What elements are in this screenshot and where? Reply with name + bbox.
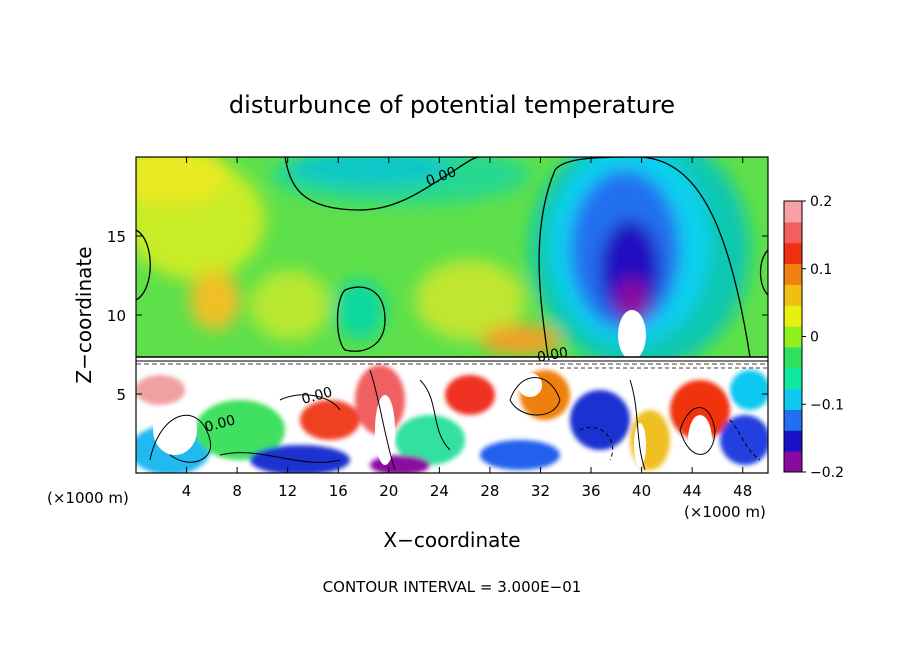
x-tick-label: 48 <box>733 482 752 500</box>
x-axis-label: X−coordinate <box>383 528 520 552</box>
contour-interval-note: CONTOUR INTERVAL = 3.000E−01 <box>323 578 582 596</box>
cool-anomaly-mid <box>335 280 385 340</box>
contour-line-left <box>136 229 151 301</box>
turb-white <box>153 405 197 455</box>
x-tick-label: 24 <box>430 482 449 500</box>
cool-anomaly-top-core <box>290 157 450 186</box>
colorbar-swatch <box>784 451 802 473</box>
x-tick-label: 16 <box>329 482 348 500</box>
colorbar-swatch <box>784 409 802 431</box>
warm-anomaly-low <box>480 325 560 355</box>
inversion-layer <box>136 356 768 369</box>
turb-blob <box>670 380 730 440</box>
contour-line-right <box>759 249 768 296</box>
colorbar-tick-label: 0.2 <box>810 194 832 210</box>
x-unit-left: (×1000 m) <box>47 489 129 507</box>
colorbar-swatch <box>784 201 802 223</box>
x-axis: 4 8 12 16 20 24 28 32 36 40 44 48 <box>182 157 752 500</box>
turb-blob <box>445 375 495 415</box>
contour-label: 0.00 <box>300 384 334 408</box>
contour-line-mid <box>336 286 386 352</box>
heatmap-lower-field <box>136 357 768 473</box>
x-tick-label: 36 <box>581 482 600 500</box>
turb-white <box>518 373 542 397</box>
x-tick-label: 32 <box>531 482 550 500</box>
chart-title: disturbunce of potential temperature <box>229 91 675 119</box>
warm-anomaly-upper-left <box>136 157 230 205</box>
turb-white <box>688 415 712 465</box>
turb-blob <box>395 415 465 465</box>
y-axis: 5 10 15 <box>107 228 768 404</box>
colorbar-swatch <box>784 430 802 452</box>
colorbar-tick-label: 0.1 <box>810 262 832 278</box>
turb-blob <box>300 400 360 440</box>
contour-label: 0.00 <box>203 412 237 436</box>
turb-blob <box>720 415 768 465</box>
y-tick-label: 15 <box>107 228 126 246</box>
colorbar-swatch <box>784 284 802 306</box>
colorbar-swatch <box>784 388 802 410</box>
colorbar-tick-label: −0.2 <box>810 465 844 481</box>
colorbar-swatch <box>784 367 802 390</box>
warm-anomaly-mid <box>190 270 240 330</box>
colorbar: 0.2 0.1 0 −0.1 −0.2 <box>783 194 844 481</box>
x-tick-label: 8 <box>232 482 242 500</box>
contour-label: 0.00 <box>536 345 569 366</box>
contour-line-top <box>284 157 481 211</box>
colorbar-tick-label: 0 <box>810 330 819 346</box>
colorbar-swatch <box>784 221 802 244</box>
x-tick-label: 4 <box>182 482 192 500</box>
colorbar-tick-label: −0.1 <box>810 397 844 413</box>
cool-region-core <box>616 278 648 322</box>
y-axis-label: Z−coordinate <box>72 246 96 383</box>
warm-anomaly-right <box>250 270 330 340</box>
turb-blob <box>570 390 630 450</box>
x-unit-right: (×1000 m) <box>684 503 766 521</box>
x-tick-label: 28 <box>480 482 499 500</box>
colorbar-swatch <box>784 242 802 265</box>
colorbar-swatch <box>784 305 802 327</box>
x-tick-label: 20 <box>379 482 398 500</box>
x-tick-label: 12 <box>278 482 297 500</box>
colorbar-swatch <box>784 263 802 285</box>
x-tick-label: 40 <box>632 482 651 500</box>
turb-blob <box>250 445 350 473</box>
turb-blob <box>480 440 560 470</box>
cold-core-white <box>618 310 646 357</box>
x-tick-label: 44 <box>683 482 702 500</box>
warm-anomaly-center <box>415 260 525 340</box>
heatmap-upper-field <box>136 157 768 357</box>
y-tick-label: 5 <box>116 386 126 404</box>
turb-blob <box>195 400 285 460</box>
colorbar-swatch <box>784 326 802 348</box>
y-tick-label: 10 <box>107 307 126 325</box>
turb-blob <box>730 370 768 410</box>
turb-blob <box>136 375 185 405</box>
colorbar-swatch <box>784 346 802 369</box>
